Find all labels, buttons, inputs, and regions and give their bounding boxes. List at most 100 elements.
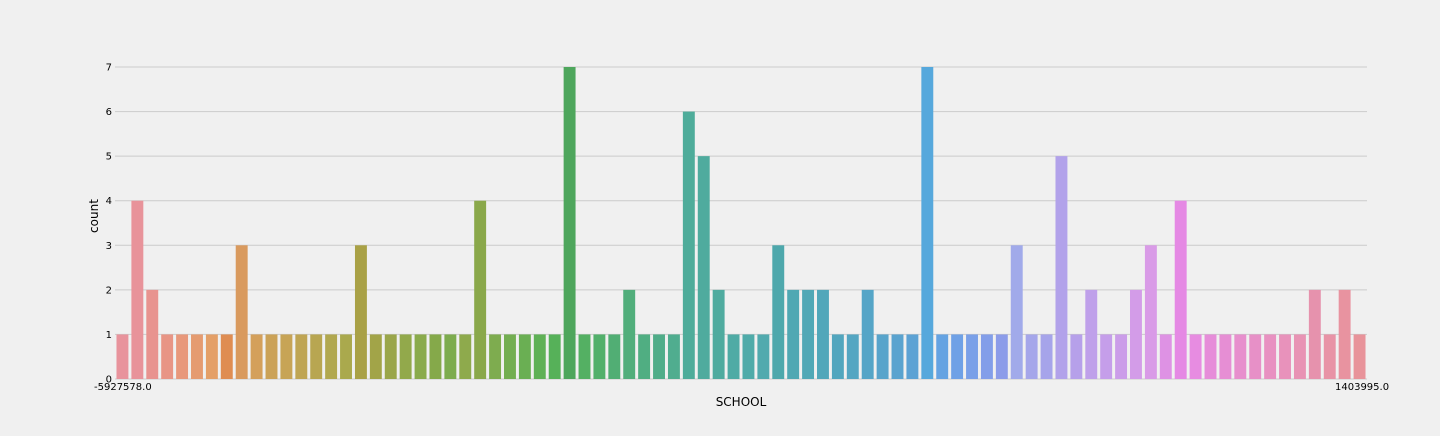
- bar: [802, 289, 815, 379]
- bar: [697, 156, 710, 379]
- bar: [250, 334, 263, 379]
- bar: [578, 334, 591, 379]
- y-axis-label: count: [87, 199, 101, 233]
- bar: [1159, 334, 1172, 379]
- bar: [205, 334, 218, 379]
- bar: [906, 334, 919, 379]
- bar: [995, 334, 1008, 379]
- bar: [354, 245, 367, 379]
- bar: [1144, 245, 1157, 379]
- bar: [980, 334, 993, 379]
- bar: [1085, 289, 1098, 379]
- bar: [1249, 334, 1262, 379]
- bar: [861, 289, 874, 379]
- y-tick-labels: 0 1 2 3 4 5 6 7: [106, 63, 112, 386]
- bar: [474, 200, 487, 379]
- bar: [1025, 334, 1038, 379]
- bar: [1189, 334, 1202, 379]
- bar: [459, 334, 472, 379]
- bar: [787, 289, 800, 379]
- bar: [1338, 289, 1351, 379]
- bar: [489, 334, 502, 379]
- bar: [131, 200, 144, 379]
- bar: [295, 334, 308, 379]
- bar: [742, 334, 755, 379]
- y-tick-label: 5: [106, 152, 112, 163]
- bar: [757, 334, 770, 379]
- bar: [369, 334, 382, 379]
- bar: [399, 334, 412, 379]
- x-axis-label: SCHOOL: [716, 395, 767, 409]
- bar: [146, 289, 159, 379]
- bar: [1293, 334, 1306, 379]
- bar: [921, 67, 934, 379]
- y-tick-label: 4: [106, 196, 112, 207]
- bar: [1234, 334, 1247, 379]
- bar: [817, 289, 829, 379]
- bar: [310, 334, 323, 379]
- bar: [638, 334, 651, 379]
- bar: [1010, 245, 1023, 379]
- y-tick-label: 6: [106, 107, 112, 118]
- bar: [1264, 334, 1277, 379]
- bar: [429, 334, 442, 379]
- bar: [116, 334, 129, 379]
- bar: [653, 334, 665, 379]
- bar: [1323, 334, 1336, 379]
- bar: [772, 245, 785, 379]
- bar: [1279, 334, 1291, 379]
- bar: [1353, 334, 1366, 379]
- bar: [220, 334, 233, 379]
- bar: [1174, 200, 1187, 379]
- bar: [831, 334, 844, 379]
- bar: [1070, 334, 1083, 379]
- bar: [161, 334, 174, 379]
- bar: [504, 334, 516, 379]
- bar: [414, 334, 427, 379]
- bar: [623, 289, 636, 379]
- bar: [891, 334, 904, 379]
- x-tick-label-last: 1403995.0: [1335, 382, 1389, 393]
- bar: [682, 111, 695, 379]
- y-tick-label: 7: [106, 63, 112, 74]
- bar: [876, 334, 889, 379]
- bar: [593, 334, 606, 379]
- bar: [1204, 334, 1217, 379]
- bar: [518, 334, 531, 379]
- bar: [265, 334, 278, 379]
- x-tick-label-first: -5927578.0: [94, 382, 152, 393]
- bar: [325, 334, 338, 379]
- bar: [340, 334, 352, 379]
- bar: [608, 334, 621, 379]
- bar: [712, 289, 725, 379]
- y-tick-label: 2: [106, 285, 112, 296]
- bar: [1115, 334, 1128, 379]
- bar: [1100, 334, 1113, 379]
- bars: [116, 67, 1366, 379]
- bar: [176, 334, 189, 379]
- bar: [384, 334, 397, 379]
- bar: [727, 334, 740, 379]
- bar: [936, 334, 949, 379]
- grid-lines: [115, 66, 1367, 380]
- bar: [191, 334, 203, 379]
- bar: [667, 334, 680, 379]
- bar: [548, 334, 561, 379]
- bar: [1308, 289, 1321, 379]
- y-tick-label: 3: [106, 241, 112, 252]
- y-tick-label: 1: [106, 330, 112, 341]
- bar: [444, 334, 457, 379]
- bar: [1055, 156, 1068, 379]
- bar: [1040, 334, 1053, 379]
- y-tick-label: 0: [106, 375, 112, 386]
- bar: [1130, 289, 1142, 379]
- bar: [563, 67, 576, 379]
- bar: [846, 334, 859, 379]
- bar: [280, 334, 293, 379]
- bar: [1219, 334, 1232, 379]
- bar: [235, 245, 248, 379]
- bar: [966, 334, 978, 379]
- bar: [951, 334, 964, 379]
